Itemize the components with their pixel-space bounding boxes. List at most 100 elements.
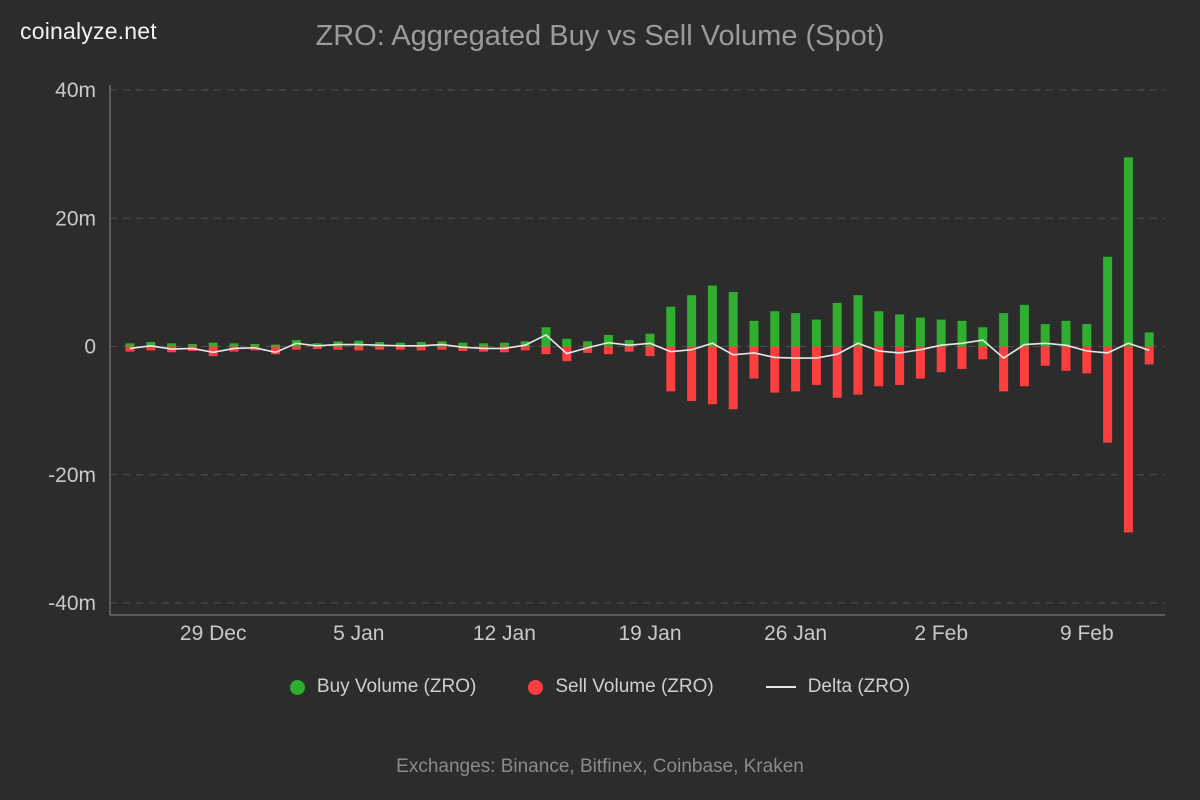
buy-bar: [187, 343, 197, 347]
sell-bar: [1061, 346, 1071, 371]
buy-bar: [936, 319, 946, 347]
buy-bar: [1061, 320, 1071, 347]
sell-bar: [458, 346, 468, 351]
sell-bar: [728, 346, 738, 410]
sell-bar: [520, 346, 530, 351]
buy-bar: [978, 327, 988, 347]
buy-bar: [957, 320, 967, 347]
sell-bar: [375, 346, 385, 350]
buy-bar: [375, 342, 385, 347]
buy-bar: [354, 340, 364, 347]
buy-bar: [853, 295, 863, 347]
legend-item-delta[interactable]: Delta (ZRO): [765, 676, 911, 698]
buy-bar: [1082, 324, 1092, 347]
delta-swatch-icon: [765, 686, 796, 688]
sell-bar: [603, 346, 613, 355]
y-axis-label: 40m: [55, 80, 96, 102]
sell-bar: [624, 346, 634, 352]
buy-bar: [645, 333, 655, 347]
y-axis-label: -20m: [48, 464, 96, 487]
sell-bar: [541, 346, 551, 355]
sell-bar: [1019, 346, 1029, 387]
buy-bar: [791, 313, 801, 347]
chart-title: ZRO: Aggregated Buy vs Sell Volume (Spot…: [315, 20, 885, 52]
buy-bar: [416, 342, 426, 347]
buy-bar: [749, 320, 759, 347]
buy-bar: [250, 343, 260, 347]
volume-chart[interactable]: 40m 20m 0 -20m -40m 29 Dec 5 Jan 12 Jan 19 Jan 26…: [0, 80, 1200, 650]
buy-bar: [895, 314, 905, 347]
sell-bar: [811, 346, 821, 385]
x-axis-label: 29 Dec: [180, 622, 247, 645]
delta-line: [129, 334, 1150, 360]
legend-label-buy-volume: Buy Volume (ZRO): [316, 676, 477, 697]
buy-bar: [832, 302, 842, 347]
x-axis-label: 2 Feb: [914, 622, 968, 645]
buy-bar: [479, 343, 489, 347]
sell-bar: [999, 346, 1009, 392]
buy-bar: [728, 291, 738, 347]
sell-bar: [312, 346, 322, 350]
y-axis-label: 20m: [55, 207, 96, 230]
x-axis-label: 26 Jan: [764, 622, 827, 645]
legend-item-buy-volume[interactable]: Buy Volume (ZRO): [289, 676, 477, 698]
sell-bar: [915, 346, 925, 379]
x-axis-label: 19 Jan: [618, 622, 681, 645]
buy-bar: [458, 342, 468, 347]
buy-bar: [520, 341, 530, 347]
y-axis-label: 0: [84, 336, 96, 359]
sell-bar: [1103, 346, 1113, 443]
sell-bar: [1082, 346, 1092, 374]
sell-bar: [978, 346, 988, 360]
buy-bar: [229, 343, 239, 347]
sell-bar: [354, 346, 364, 351]
legend-item-sell-volume[interactable]: Sell Volume (ZRO): [528, 676, 714, 698]
sell-bar: [770, 346, 780, 393]
legend-label-sell-volume: Sell Volume (ZRO): [555, 676, 714, 697]
sell-bar: [1144, 346, 1154, 365]
buy-bar: [915, 317, 925, 347]
buy-bar: [146, 342, 156, 347]
sell-bar: [125, 346, 135, 352]
sell-bar: [208, 346, 218, 357]
sell-bar: [1123, 346, 1133, 533]
buy-bar: [1040, 324, 1050, 347]
sell-bar: [1040, 346, 1050, 366]
sell-bar: [333, 346, 343, 350]
sell-bar: [832, 346, 842, 398]
buy-bar: [1019, 304, 1029, 347]
buy-bar: [541, 327, 551, 347]
buy-bar: [125, 343, 135, 347]
sell-bar: [749, 346, 759, 379]
buy-bar: [208, 342, 218, 347]
buy-bar: [666, 306, 676, 347]
sell-bar: [957, 346, 967, 369]
buy-bar: [874, 311, 884, 347]
x-axis-label: 5 Jan: [333, 622, 384, 645]
buy-bar: [395, 342, 405, 347]
sell-bar: [499, 346, 509, 353]
sell-bar: [936, 346, 946, 373]
sell-volume-swatch-icon: [528, 679, 544, 695]
sell-bar: [583, 346, 593, 353]
buy-bar: [499, 342, 509, 347]
sell-bar: [687, 346, 697, 402]
sell-bar: [146, 346, 156, 351]
coinalyze-logo[interactable]: coinalyze.net: [20, 18, 157, 44]
buy-bar: [271, 344, 281, 347]
legend-label-delta: Delta (ZRO): [807, 676, 911, 697]
legend: Buy Volume (ZRO) Sell Volume (ZRO) Delta…: [0, 676, 1200, 698]
buy-bar: [312, 343, 322, 347]
buy-bar: [562, 338, 572, 347]
sell-bar: [895, 346, 905, 385]
x-axis-label: 12 Jan: [473, 622, 536, 645]
buy-bar: [1123, 157, 1133, 347]
sell-bar: [395, 346, 405, 350]
sell-bar: [791, 346, 801, 392]
sell-bar: [874, 346, 884, 387]
buy-bar: [770, 311, 780, 347]
y-axis-label: -40m: [48, 592, 96, 615]
x-axis-label: 9 Feb: [1060, 622, 1114, 645]
sell-bar: [666, 346, 676, 392]
